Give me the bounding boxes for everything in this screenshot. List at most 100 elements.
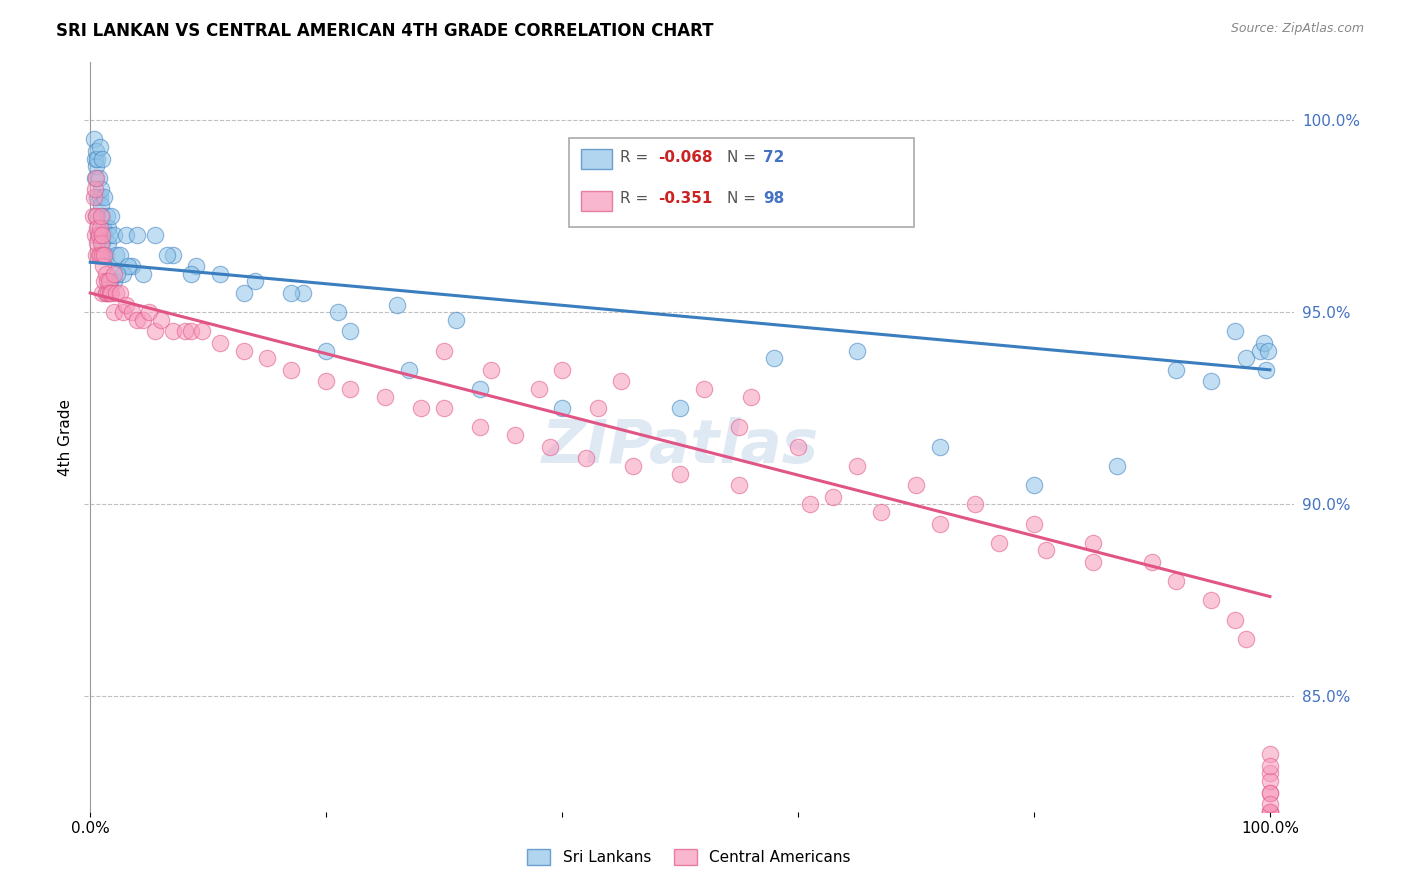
Point — [846, 458, 869, 473]
Point — [1258, 797, 1281, 811]
Point — [339, 382, 361, 396]
Point — [1223, 613, 1246, 627]
Point — [98, 275, 121, 289]
Point — [1258, 747, 1281, 761]
Point — [1258, 785, 1281, 799]
Point — [112, 267, 135, 281]
Point — [143, 228, 166, 243]
Point — [89, 190, 111, 204]
Point — [108, 285, 131, 300]
Point — [83, 132, 105, 146]
Point — [1258, 774, 1281, 789]
Point — [610, 375, 633, 389]
Point — [186, 259, 208, 273]
Point — [84, 182, 107, 196]
Point — [173, 325, 195, 339]
Point — [105, 247, 128, 261]
Point — [538, 440, 561, 454]
Point — [105, 267, 128, 281]
Y-axis label: 4th Grade: 4th Grade — [58, 399, 73, 475]
Text: N =: N = — [727, 151, 761, 165]
Point — [84, 159, 107, 173]
Point — [232, 285, 254, 300]
Point — [468, 420, 491, 434]
Point — [150, 313, 173, 327]
Point — [98, 285, 121, 300]
Point — [93, 247, 115, 261]
Point — [433, 343, 456, 358]
Text: N =: N = — [727, 192, 761, 206]
Point — [97, 235, 120, 250]
Point — [97, 285, 120, 300]
Point — [1234, 632, 1257, 646]
Point — [1140, 555, 1163, 569]
Point — [84, 209, 107, 223]
Point — [94, 285, 117, 300]
Point — [468, 382, 491, 396]
Point — [89, 220, 111, 235]
Point — [1258, 785, 1281, 799]
Point — [787, 440, 810, 454]
Point — [669, 401, 692, 416]
Point — [132, 267, 155, 281]
Point — [444, 313, 467, 327]
Text: Source: ZipAtlas.com: Source: ZipAtlas.com — [1230, 22, 1364, 36]
Point — [621, 458, 644, 473]
Point — [503, 428, 526, 442]
Point — [84, 247, 107, 261]
Point — [90, 235, 112, 250]
Point — [1022, 478, 1045, 492]
Text: ZIPatlas: ZIPatlas — [541, 417, 818, 476]
Point — [1253, 335, 1275, 350]
Point — [87, 228, 110, 243]
Point — [103, 228, 125, 243]
Point — [84, 228, 107, 243]
Point — [103, 275, 125, 289]
Point — [1258, 766, 1281, 780]
Point — [112, 305, 135, 319]
Legend: Sri Lankans, Central Americans: Sri Lankans, Central Americans — [522, 843, 856, 871]
Point — [82, 209, 104, 223]
Point — [90, 197, 112, 211]
Point — [479, 363, 502, 377]
Point — [87, 170, 110, 185]
Point — [98, 228, 121, 243]
Point — [100, 285, 122, 300]
Point — [91, 152, 114, 166]
Point — [905, 478, 928, 492]
Point — [728, 420, 751, 434]
Point — [245, 275, 267, 289]
Point — [93, 275, 115, 289]
Point — [162, 247, 184, 261]
Point — [91, 220, 114, 235]
Point — [928, 516, 950, 531]
Point — [86, 220, 108, 235]
Point — [84, 209, 107, 223]
Point — [1022, 516, 1045, 531]
Point — [132, 313, 155, 327]
Point — [1258, 805, 1281, 819]
Point — [94, 267, 117, 281]
Point — [103, 305, 125, 319]
Point — [91, 228, 114, 243]
Point — [385, 297, 408, 311]
Text: R =: R = — [620, 192, 654, 206]
Point — [232, 343, 254, 358]
Point — [315, 343, 337, 358]
Point — [156, 247, 179, 261]
Point — [1164, 363, 1187, 377]
Text: 98: 98 — [763, 192, 785, 206]
Point — [280, 285, 302, 300]
Point — [256, 351, 278, 366]
Point — [869, 505, 891, 519]
Point — [91, 209, 114, 223]
Point — [669, 467, 692, 481]
Point — [928, 440, 950, 454]
Point — [87, 247, 110, 261]
Point — [91, 259, 114, 273]
Point — [1164, 574, 1187, 589]
Point — [208, 267, 231, 281]
Point — [551, 363, 574, 377]
Point — [143, 325, 166, 339]
Point — [114, 228, 136, 243]
